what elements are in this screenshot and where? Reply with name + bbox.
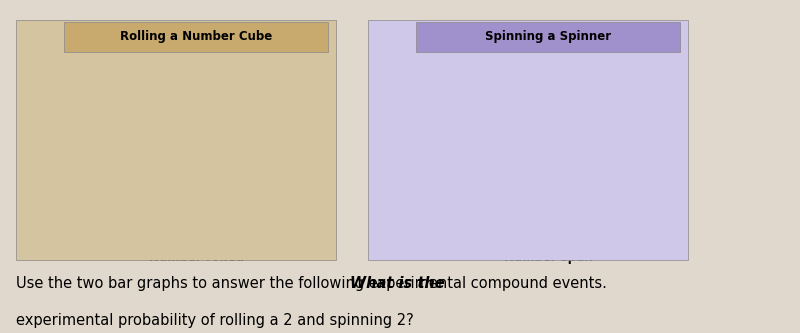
Bar — [126, 173, 148, 233]
Bar — [86, 83, 109, 233]
Bar — [635, 128, 658, 233]
Bar — [283, 98, 306, 233]
Text: Spinning a Spinner: Spinning a Spinner — [485, 30, 611, 43]
Bar — [244, 113, 266, 233]
X-axis label: Number rolled: Number rolled — [149, 251, 243, 264]
X-axis label: Number spun: Number spun — [504, 251, 592, 264]
Text: Rolling a Number Cube: Rolling a Number Cube — [120, 30, 272, 43]
Text: experimental probability of rolling a 2 and spinning 2?: experimental probability of rolling a 2 … — [16, 313, 414, 328]
Bar — [518, 98, 539, 233]
Text: Use the two bar graphs to answer the following experimental compound events.: Use the two bar graphs to answer the fol… — [16, 276, 616, 291]
Bar — [478, 143, 500, 233]
Bar — [557, 68, 578, 233]
Y-axis label: Times rolled: Times rolled — [41, 105, 51, 182]
Bar — [596, 98, 618, 233]
Text: What is the: What is the — [350, 276, 445, 291]
Bar — [166, 113, 187, 233]
Y-axis label: Times spun: Times spun — [393, 108, 403, 179]
Bar — [438, 113, 461, 233]
Bar — [205, 68, 226, 233]
